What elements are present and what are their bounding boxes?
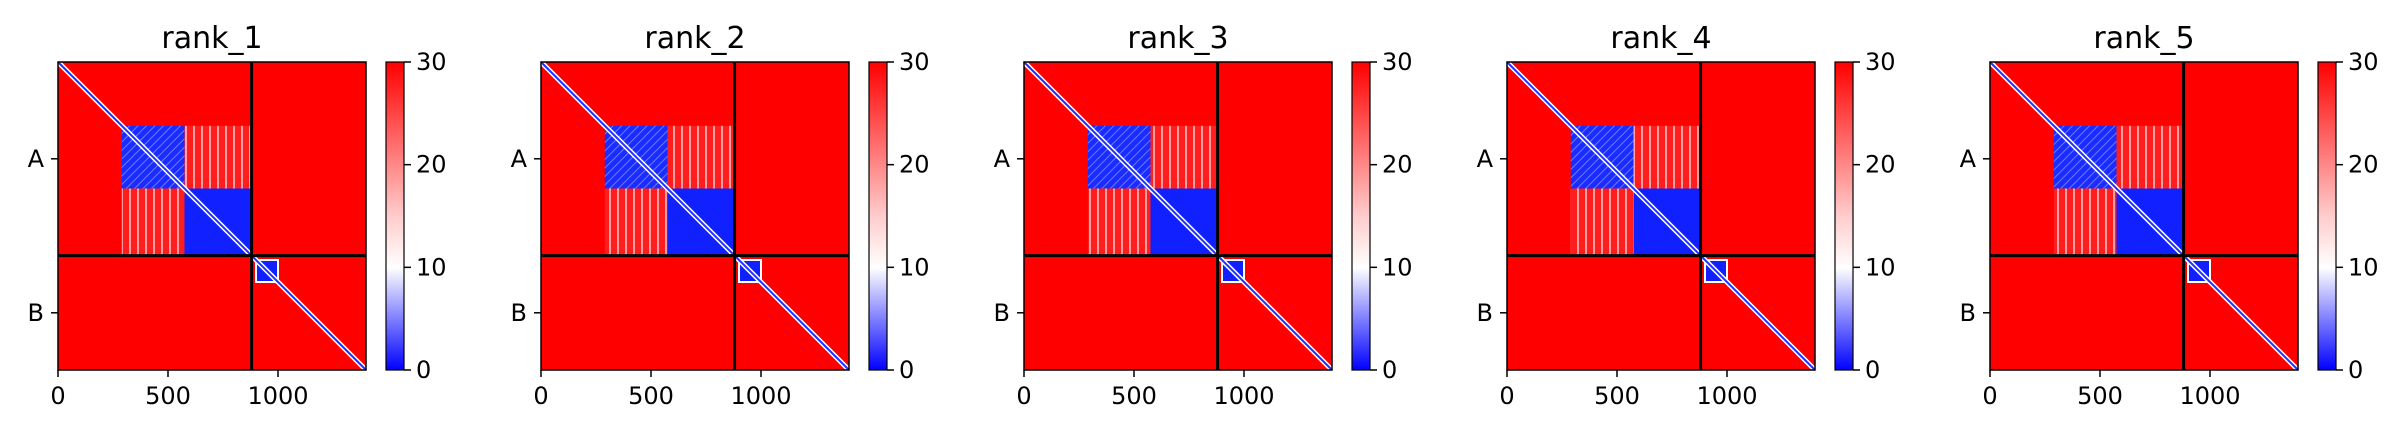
- x-tick-label: 1000: [247, 382, 308, 410]
- x-tick-label: 500: [145, 382, 191, 410]
- heatmap-diagonal: [540, 61, 850, 371]
- chain-label: B: [511, 299, 527, 327]
- chain-label: A: [1960, 145, 1977, 173]
- colorbar-tick-label: 30: [899, 48, 930, 76]
- heatmap-frame: [1506, 61, 1816, 371]
- panel-4: rank_4 0 500 1000 A B 0 10 20 30: [1477, 21, 1896, 410]
- panel-title: rank_2: [644, 21, 745, 56]
- chain-label: B: [28, 299, 44, 327]
- colorbar-tick-label: 30: [1382, 48, 1413, 76]
- panel-5: rank_5 0 500 1000 A B 0 10 20 30: [1960, 21, 2379, 410]
- panel-title: rank_1: [161, 21, 262, 56]
- x-tick-label: 0: [1499, 382, 1514, 410]
- chain-label: B: [1960, 299, 1976, 327]
- colorbar-tick-label: 20: [416, 151, 447, 179]
- colorbar-tick-label: 10: [899, 253, 930, 281]
- heatmap-diagonal: [1506, 61, 1816, 371]
- heatmap-cross-region: [1087, 188, 1151, 256]
- chain-label: A: [28, 145, 45, 173]
- colorbar-tick-label: 30: [2348, 48, 2379, 76]
- panel-3: rank_3 0 500 1000 A B 0 10 20 30: [994, 21, 1413, 410]
- heatmap-diagonal: [57, 61, 367, 371]
- x-tick-label: 1000: [1213, 382, 1274, 410]
- colorbar: [868, 61, 888, 371]
- colorbar-tick-label: 20: [899, 151, 930, 179]
- heatmap-cross-region: [184, 125, 252, 189]
- colorbar-tick-label: 10: [2348, 253, 2379, 281]
- chain-label: A: [1477, 145, 1494, 173]
- colorbar: [1351, 61, 1371, 371]
- colorbar-tick-label: 0: [1865, 356, 1880, 384]
- x-tick-label: 500: [1111, 382, 1157, 410]
- heatmap-cross-region: [1570, 188, 1634, 256]
- heatmap-frame: [540, 61, 850, 371]
- colorbar-tick-label: 10: [1382, 253, 1413, 281]
- colorbar-tick-label: 10: [416, 253, 447, 281]
- panel-title: rank_4: [1610, 21, 1711, 56]
- panel-1: rank_1 0 500 1000 A B 0 10 20 30: [28, 21, 447, 410]
- heatmap-diagonal: [1023, 61, 1333, 371]
- colorbar: [385, 61, 405, 371]
- heatmap-cross-region: [2116, 125, 2184, 189]
- colorbar: [1834, 61, 1854, 371]
- colorbar-tick-label: 10: [1865, 253, 1896, 281]
- colorbar-tick-label: 0: [416, 356, 431, 384]
- panel-2: rank_2 0 500 1000 A B 0 10 20 30: [511, 21, 930, 410]
- x-tick-label: 1000: [1696, 382, 1757, 410]
- colorbar-tick-label: 0: [2348, 356, 2363, 384]
- heatmap-frame: [57, 61, 367, 371]
- x-tick-label: 1000: [730, 382, 791, 410]
- x-tick-label: 0: [50, 382, 65, 410]
- chain-label: B: [1477, 299, 1493, 327]
- colorbar-tick-label: 20: [2348, 151, 2379, 179]
- colorbar: [2317, 61, 2337, 371]
- x-tick-label: 500: [628, 382, 674, 410]
- x-tick-label: 0: [1982, 382, 1997, 410]
- x-tick-label: 500: [2077, 382, 2123, 410]
- panel-title: rank_5: [2093, 21, 2194, 56]
- heatmap-cross-region: [1150, 125, 1218, 189]
- heatmap-frame: [1989, 61, 2299, 371]
- x-tick-label: 0: [1016, 382, 1031, 410]
- chain-label: A: [511, 145, 528, 173]
- colorbar-tick-label: 0: [1382, 356, 1397, 384]
- heatmap-cross-region: [2053, 188, 2117, 256]
- colorbar-tick-label: 30: [1865, 48, 1896, 76]
- heatmap-cross-region: [121, 188, 185, 256]
- colorbar-tick-label: 20: [1382, 151, 1413, 179]
- chain-label: B: [994, 299, 1010, 327]
- colorbar-tick-label: 0: [899, 356, 914, 384]
- heatmap-frame: [1023, 61, 1333, 371]
- x-tick-label: 500: [1594, 382, 1640, 410]
- panel-title: rank_3: [1127, 21, 1228, 56]
- colorbar-tick-label: 20: [1865, 151, 1896, 179]
- x-tick-label: 0: [533, 382, 548, 410]
- heatmap-cross-region: [1633, 125, 1701, 189]
- x-tick-label: 1000: [2179, 382, 2240, 410]
- heatmap-diagonal: [1989, 61, 2299, 371]
- heatmap-cross-region: [667, 125, 735, 189]
- heatmap-cross-region: [604, 188, 668, 256]
- chain-label: A: [994, 145, 1011, 173]
- colorbar-tick-label: 30: [416, 48, 447, 76]
